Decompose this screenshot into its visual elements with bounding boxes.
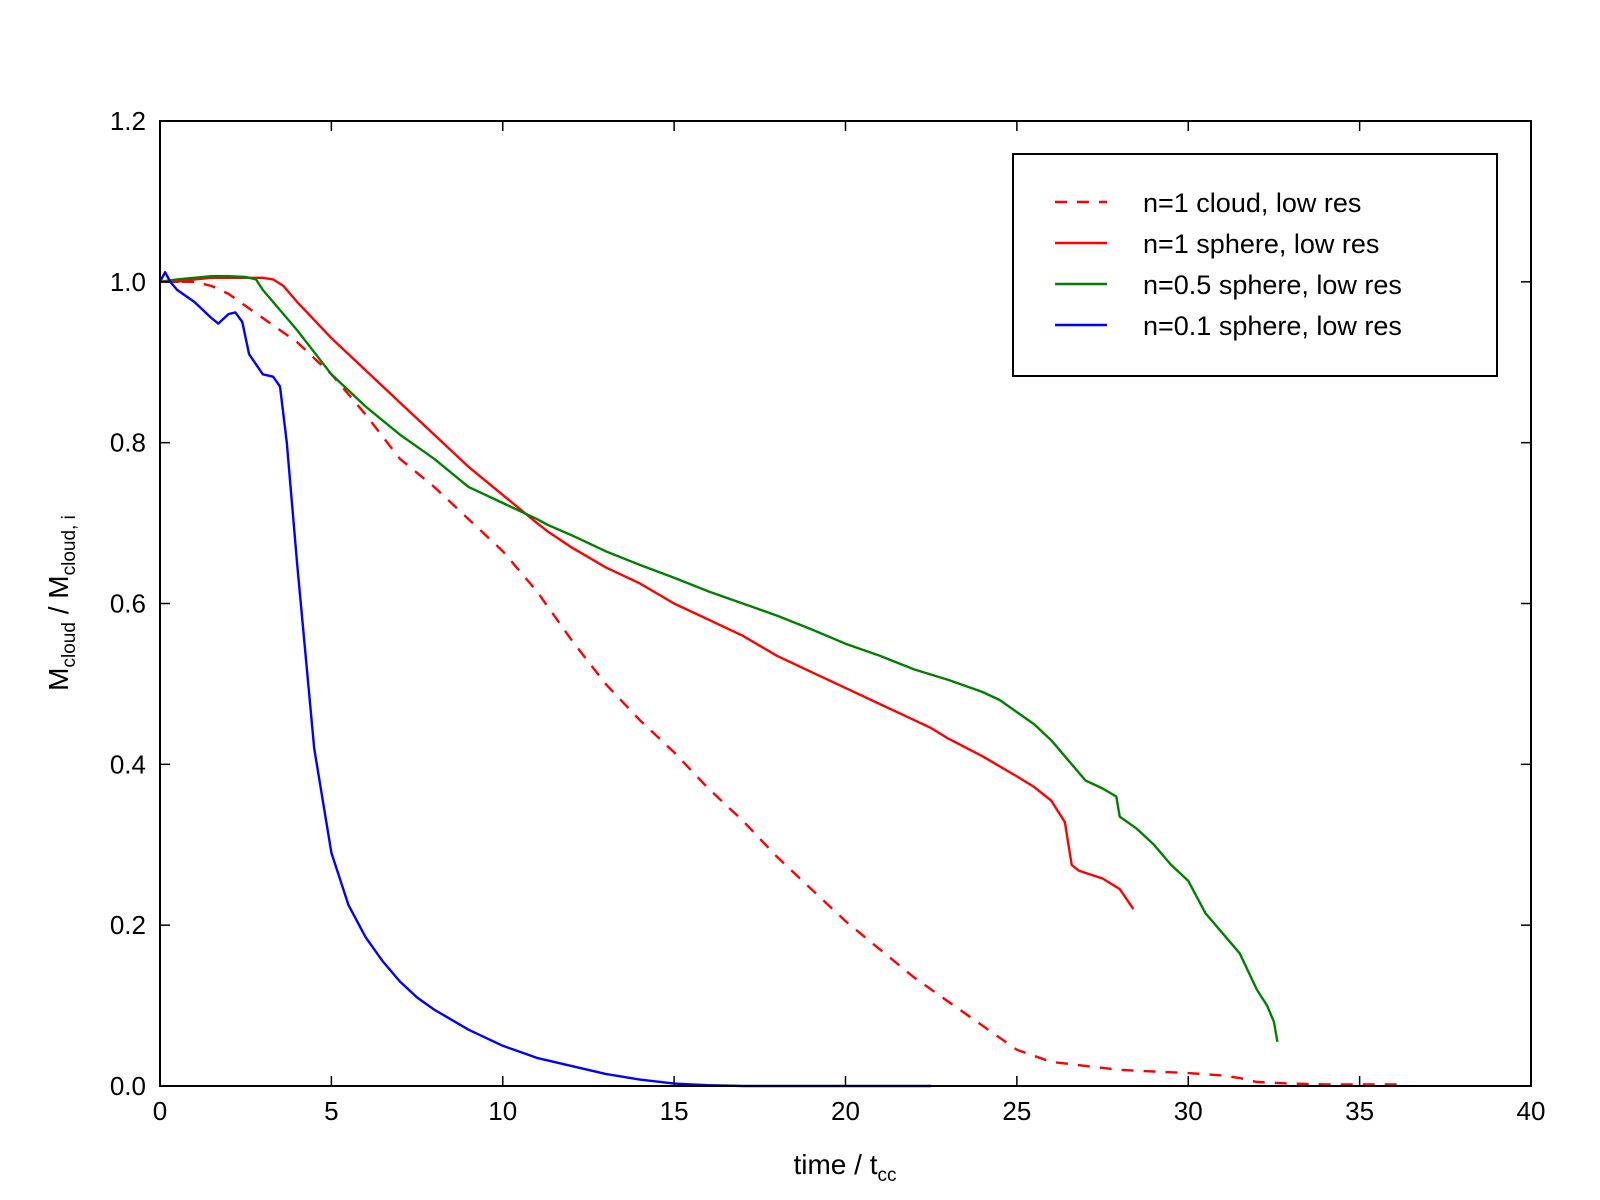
series-line-4 — [158, 271, 932, 1088]
x-tick-label: 30 — [1174, 1096, 1203, 1126]
y-axis-label: Mcloud / Mcloud, i — [43, 515, 80, 691]
y-axis-label-sub1: cloud — [59, 622, 80, 667]
x-tick-label: 15 — [660, 1096, 689, 1126]
x-tick-label: 25 — [1002, 1096, 1031, 1126]
y-axis-label-mid: / M — [43, 575, 74, 622]
x-axis-label-main: time / t — [793, 1149, 877, 1180]
legend-label-4: n=0.1 sphere, low res — [1143, 311, 1402, 341]
x-tick-label: 40 — [1517, 1096, 1546, 1126]
series-line-2 — [160, 276, 1135, 910]
y-axis-label-main1: M — [43, 667, 74, 690]
legend-box — [1012, 153, 1498, 377]
series-layer — [158, 271, 1405, 1088]
y-tick-label: 0.2 — [110, 910, 146, 940]
x-tick-label: 35 — [1345, 1096, 1374, 1126]
x-tick-label: 5 — [324, 1096, 338, 1126]
x-axis-label: time / tcc — [793, 1149, 896, 1186]
legend-label-3: n=0.5 sphere, low res — [1143, 270, 1402, 300]
x-tick-label: 0 — [153, 1096, 167, 1126]
y-tick-label: 1.2 — [110, 106, 146, 136]
tick-layer: 0 5 10 15 20 25 30 35 40 0.0 0.2 0.4 0.6 0.8 1.0 1.2 — [110, 106, 1546, 1126]
legend-label-1: n=1 cloud, low res — [1143, 188, 1361, 218]
legend-label-2: n=1 sphere, low res — [1143, 229, 1379, 259]
y-tick-label: 0.8 — [110, 428, 146, 458]
x-tick-label: 10 — [488, 1096, 517, 1126]
series-line-1 — [160, 280, 1405, 1086]
y-axis-label-sub2: cloud, i — [59, 515, 80, 575]
y-tick-label: 0.4 — [110, 749, 146, 779]
y-tick-label: 1.0 — [110, 267, 146, 297]
series-line-3 — [159, 275, 1279, 1043]
x-tick-label: 20 — [831, 1096, 860, 1126]
legend: n=1 cloud, low res n=1 sphere, low res n=0… — [1012, 153, 1498, 377]
x-axis-label-sub: cc — [878, 1165, 897, 1186]
y-tick-label: 0.0 — [110, 1071, 146, 1101]
y-tick-label: 0.6 — [110, 589, 146, 619]
